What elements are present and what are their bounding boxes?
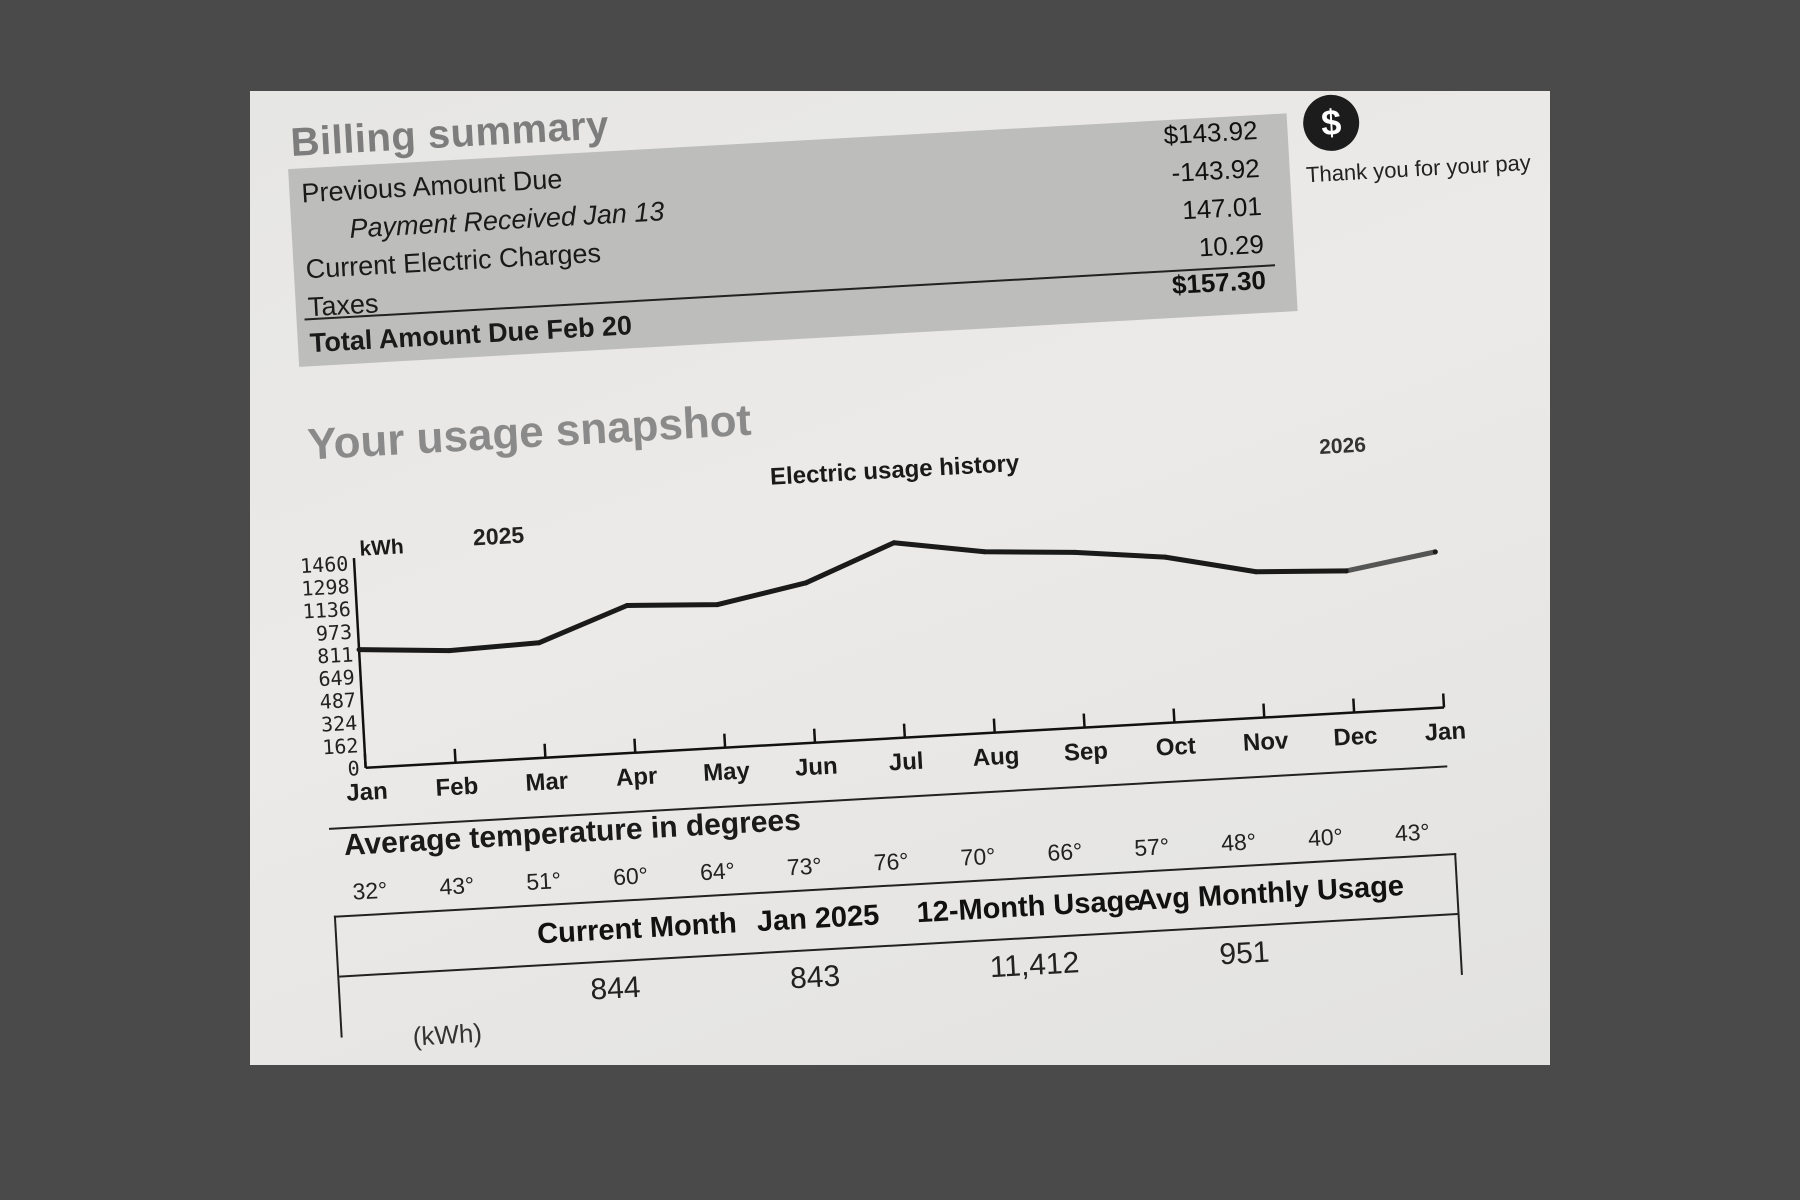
y-tick-label: 973 <box>315 620 352 646</box>
bill-row-amount: -143.92 <box>1170 152 1261 188</box>
usage-data-point <box>982 549 988 555</box>
summary-header: Avg Monthly Usage <box>1135 870 1405 917</box>
bill-row-amount: 10.29 <box>1198 228 1265 263</box>
bill-page: Billing summary Previous Amount Due Paym… <box>250 91 1550 1065</box>
summary-header: Jan 2025 <box>755 899 881 939</box>
usage-data-point <box>1432 549 1438 555</box>
temperature-value: 76° <box>873 847 910 876</box>
usage-data-point <box>1162 554 1168 560</box>
y-tick-label: 811 <box>317 642 354 668</box>
total-due-amount: $157.30 <box>1171 264 1267 300</box>
usage-data-point <box>1253 569 1259 575</box>
y-tick-label: 649 <box>318 665 355 691</box>
x-tick-label: Sep <box>1063 737 1108 766</box>
x-tick-label: Nov <box>1242 727 1289 757</box>
temperature-value: 70° <box>959 842 997 871</box>
usage-data-point <box>446 648 452 654</box>
bill-row-label: Previous Amount Due <box>300 163 564 209</box>
temperature-value: 57° <box>1133 833 1170 861</box>
usage-data-point <box>1343 568 1349 574</box>
summary-value: 843 <box>789 959 842 996</box>
x-tick <box>633 738 637 753</box>
temperature-value: 48° <box>1220 828 1257 857</box>
x-tick <box>723 733 727 748</box>
x-tick-label: Apr <box>615 763 658 792</box>
y-tick-label: 1298 <box>301 574 350 601</box>
usage-data-point <box>1072 549 1078 555</box>
y-tick-label: 487 <box>319 688 356 714</box>
x-tick <box>1082 713 1086 728</box>
x-tick-label: Feb <box>435 773 479 802</box>
x-tick-label: Jul <box>888 748 924 777</box>
y-tick-label: 324 <box>320 711 357 737</box>
bill-row-amount: 147.01 <box>1181 190 1263 226</box>
usage-series-line <box>359 540 1347 654</box>
x-tick-label: May <box>702 757 751 787</box>
usage-chart-svg: Electric usage history kWh 2025 2026 1460129… <box>299 433 1467 807</box>
bill-row-amount: $143.92 <box>1162 115 1259 151</box>
current-period-segment <box>1343 549 1438 574</box>
x-tick <box>363 753 367 768</box>
temperature-value: 43° <box>1394 818 1431 847</box>
x-tick-label: Dec <box>1333 722 1378 751</box>
usage-data-point <box>624 602 630 608</box>
x-tick <box>992 718 996 733</box>
dollar-icon: $ <box>1301 93 1361 153</box>
x-tick-label: Aug <box>972 742 1020 772</box>
temperature-value: 40° <box>1307 823 1344 852</box>
summary-row-label: (kWh) <box>411 1017 483 1052</box>
usage-chart: Electric usage history kWh 2025 2026 1460 129… <box>269 406 1488 852</box>
y-axis <box>352 558 367 768</box>
temperature-value: 43° <box>438 871 475 900</box>
x-tick <box>902 723 907 738</box>
temperature-value: 73° <box>786 852 823 881</box>
y-tick-label: 162 <box>322 733 359 759</box>
usage-data-point <box>803 580 809 586</box>
x-tick <box>812 728 817 743</box>
temperature-value: 66° <box>1046 837 1083 866</box>
x-tick-label: Oct <box>1155 732 1196 761</box>
chart-title: Electric usage history <box>769 450 1020 491</box>
x-tick <box>453 748 457 763</box>
summary-value: 951 <box>1218 935 1271 972</box>
y-axis-label: kWh <box>359 535 405 560</box>
temperature-value: 51° <box>525 867 562 895</box>
bill-row-label: Current Electric Charges <box>304 237 602 285</box>
temperature-value: 60° <box>612 862 649 891</box>
x-tick <box>1441 693 1446 708</box>
x-tick <box>1172 708 1176 723</box>
summary-value: 844 <box>589 970 642 1007</box>
usage-data-point <box>714 602 720 608</box>
y-tick-label: 1136 <box>302 597 351 624</box>
year-label: 2026 <box>1319 433 1367 459</box>
x-tick-label: Jan <box>1424 717 1467 746</box>
year-label: 2025 <box>472 522 525 551</box>
summary-value: 11,412 <box>988 946 1081 985</box>
thank-you-note: Thank you for your pay <box>1305 149 1532 188</box>
x-tick <box>1262 703 1266 718</box>
summary-header: Current Month <box>536 907 738 951</box>
y-tick-label: 0 <box>347 756 360 781</box>
x-tick <box>543 743 547 758</box>
usage-data-point <box>891 540 897 546</box>
x-tick <box>1352 698 1356 713</box>
y-tick-label: 1460 <box>299 551 348 578</box>
temperature-value: 64° <box>699 857 736 886</box>
bill-content: Billing summary Previous Amount Due Paym… <box>250 91 1550 1065</box>
summary-header: 12-Month Usage <box>915 884 1142 930</box>
x-tick-label: Jun <box>794 752 838 781</box>
x-tick-label: Jan <box>346 778 389 807</box>
usage-data-point <box>356 647 362 653</box>
summary-divider <box>339 913 1458 978</box>
usage-data-point <box>536 640 542 646</box>
x-tick-label: Mar <box>525 768 569 797</box>
temperature-value: 32° <box>351 876 389 905</box>
